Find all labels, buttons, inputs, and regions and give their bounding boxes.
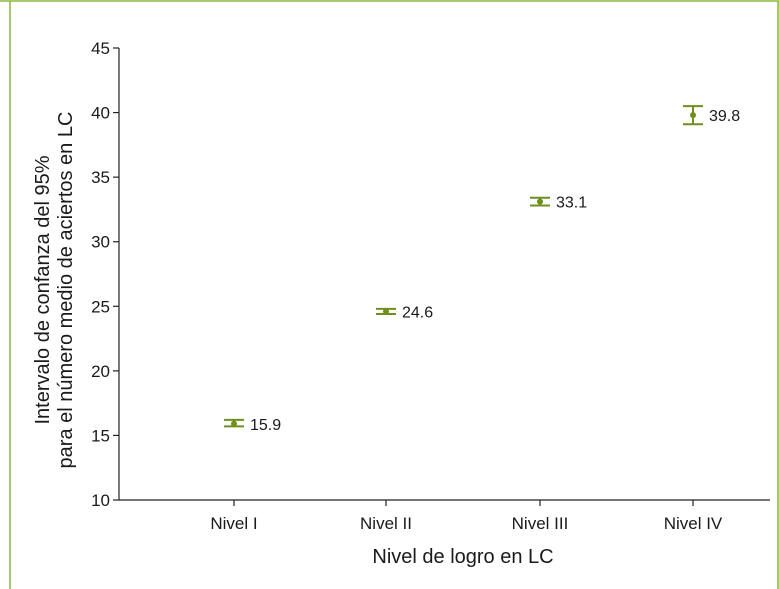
y-tick-label: 45 xyxy=(91,39,110,58)
plot-area: 10 15 20 25 30 35 40 45 Nivel I Nivel II Nivel III… xyxy=(91,39,770,533)
x-axis-title: Nivel de logro en LC xyxy=(372,546,553,568)
y-tick-label: 30 xyxy=(91,233,110,252)
x-tick-label: Nivel III xyxy=(512,514,569,533)
mean-point xyxy=(690,112,696,119)
y-tick-label: 25 xyxy=(91,297,110,316)
x-tick-label: Nivel I xyxy=(210,514,257,533)
mean-point xyxy=(537,198,543,205)
y-axis-title-line2: para el número medio de aciertos en LC xyxy=(55,112,77,469)
mean-point xyxy=(383,308,389,315)
x-tick-label: Nivel II xyxy=(360,514,412,533)
data-label: 24.6 xyxy=(402,304,433,321)
data-label: 39.8 xyxy=(709,108,740,125)
data-label: 15.9 xyxy=(250,417,281,434)
y-axis-title: Intervalo de confanza del 95% para el nú… xyxy=(32,112,77,469)
mean-point xyxy=(231,420,237,427)
data-label: 33.1 xyxy=(556,195,587,212)
y-tick-label: 35 xyxy=(91,168,110,187)
y-tick-label: 40 xyxy=(91,104,110,123)
y-tick-label: 10 xyxy=(91,491,110,510)
y-tick-label: 15 xyxy=(91,426,110,445)
y-tick-label: 20 xyxy=(91,362,110,381)
y-axis-title-line1: Intervalo de confanza del 95% xyxy=(32,155,54,424)
x-tick-label: Nivel IV xyxy=(664,514,723,533)
